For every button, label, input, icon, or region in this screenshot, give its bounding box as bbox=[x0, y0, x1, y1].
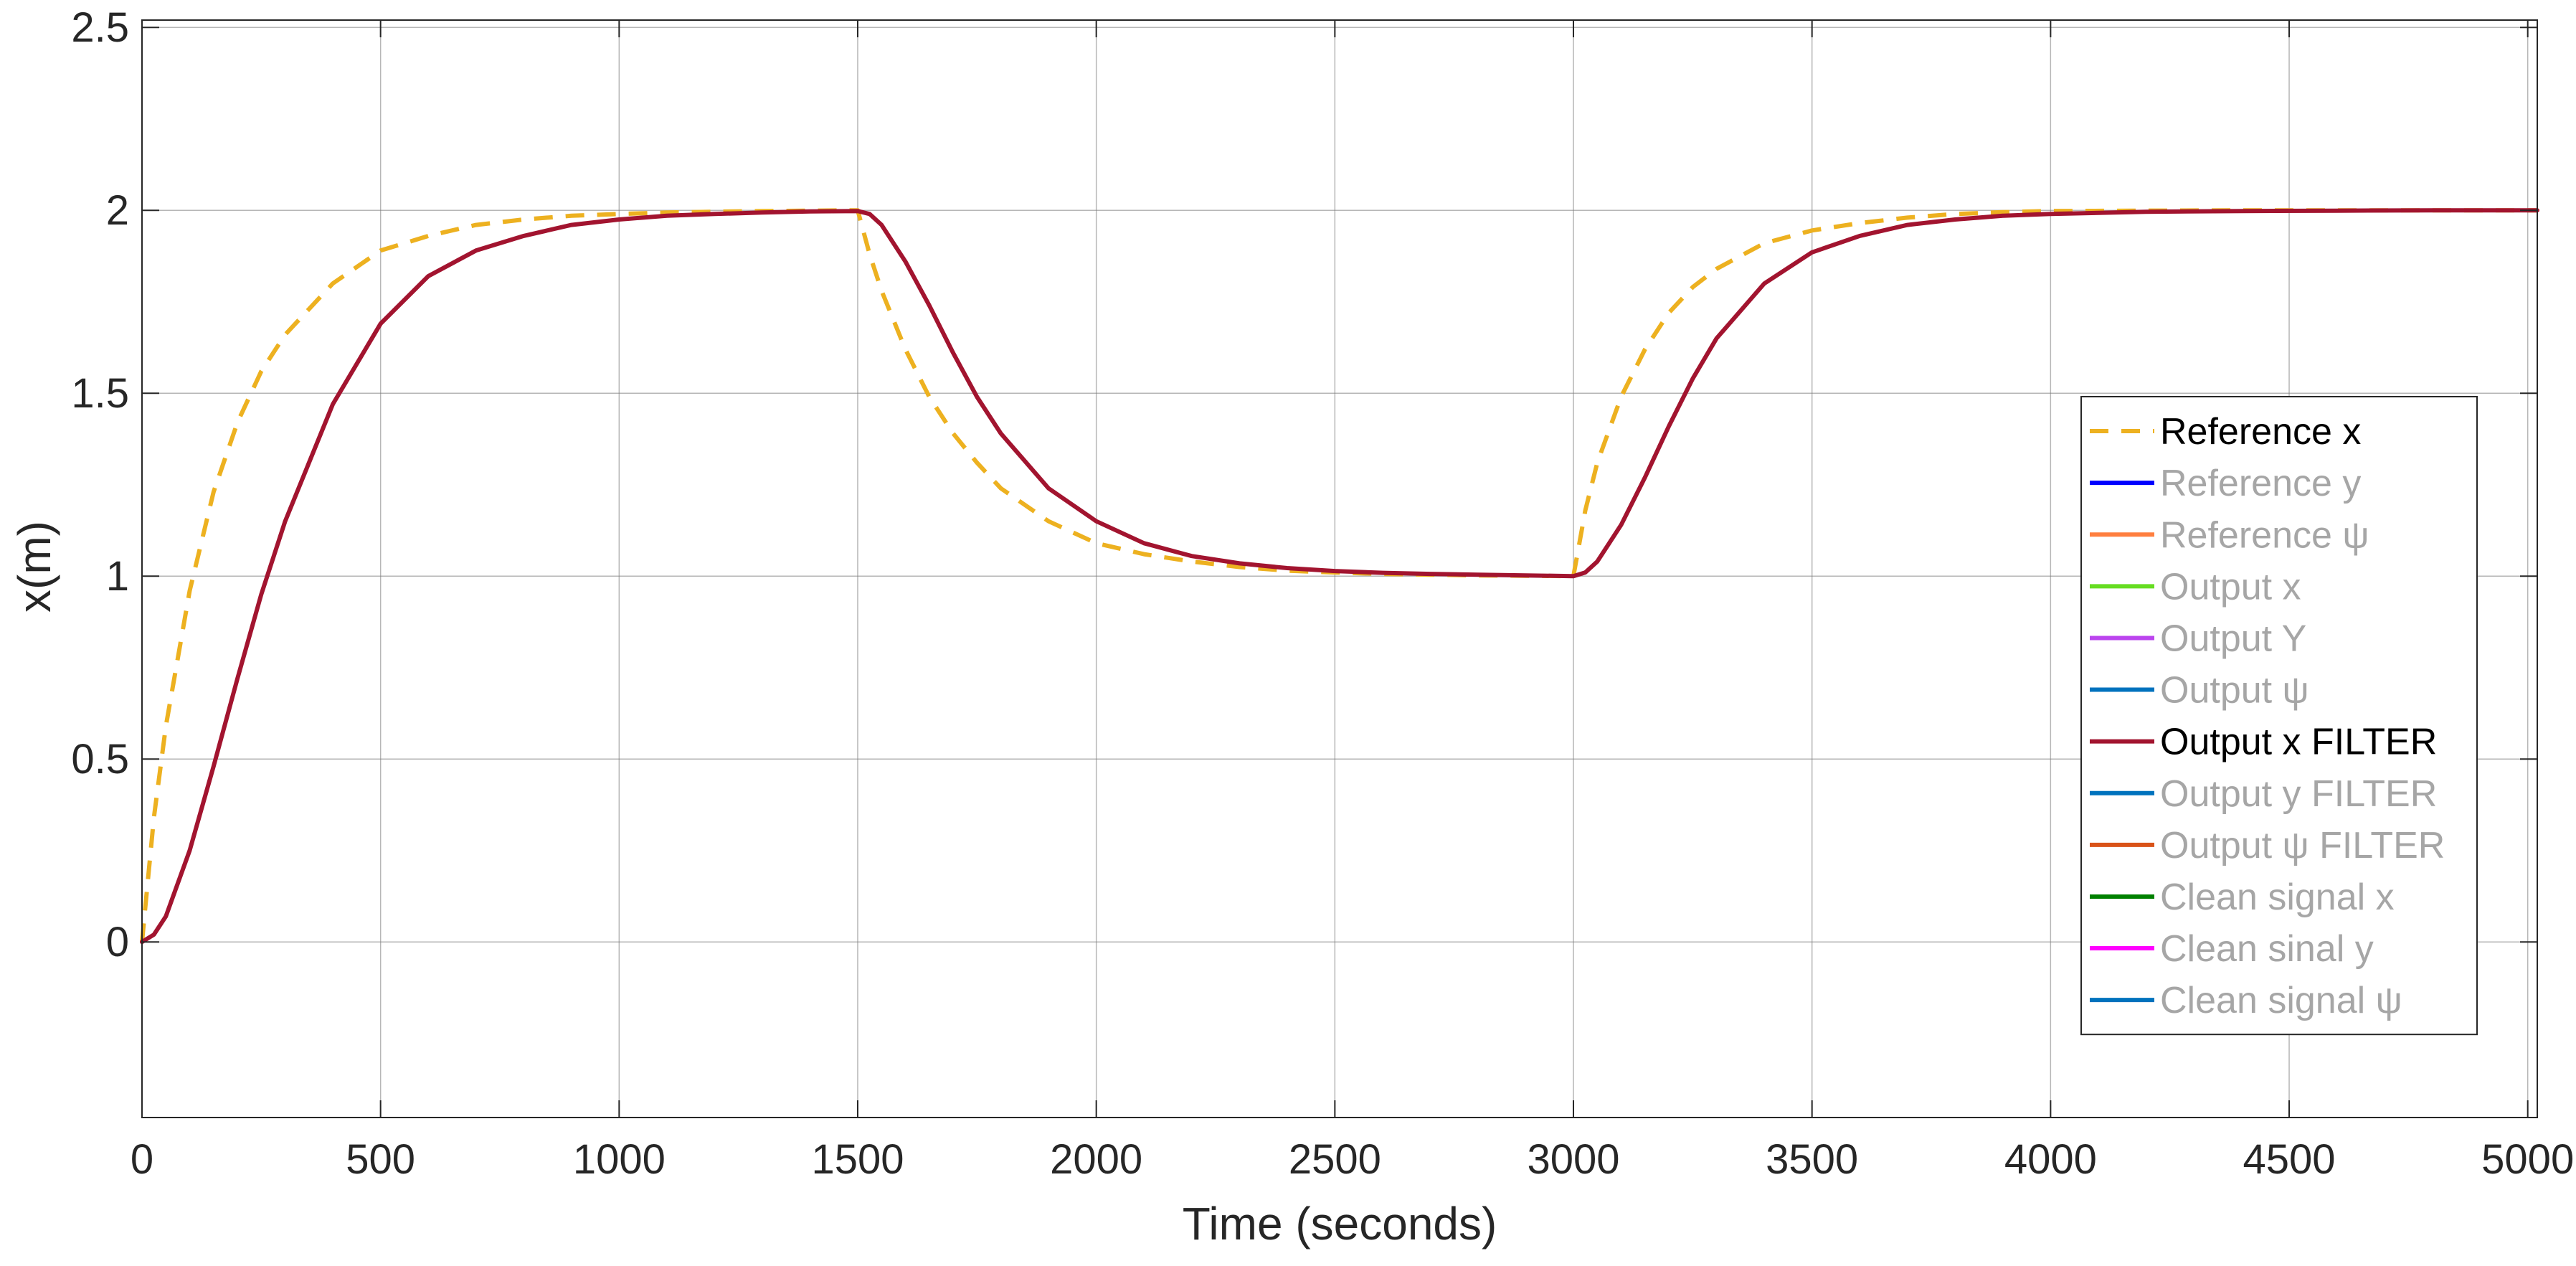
legend-entry-label: Clean sinal y bbox=[2160, 928, 2374, 970]
x-tick-label: 1000 bbox=[573, 1136, 666, 1183]
legend-entry-label: Output x bbox=[2160, 566, 2301, 608]
legend-entry-label: Output ψ FILTER bbox=[2160, 825, 2445, 866]
tick-marks bbox=[141, 20, 2537, 1118]
x-tick-label: 2000 bbox=[1050, 1136, 1142, 1183]
x-tick-label: 3000 bbox=[1528, 1136, 1620, 1183]
x-tick-label: 5000 bbox=[2481, 1136, 2574, 1183]
x-tick-label: 4500 bbox=[2243, 1136, 2336, 1183]
x-axis-label: Time (seconds) bbox=[1183, 1198, 1497, 1250]
y-tick-label: 2 bbox=[106, 187, 129, 234]
legend-entry-label: Output Y bbox=[2160, 618, 2306, 659]
y-tick-label: 1.5 bbox=[71, 370, 129, 417]
x-tick-label: 4000 bbox=[2004, 1136, 2097, 1183]
x-tick-label: 2500 bbox=[1289, 1136, 1381, 1183]
x-tick-label: 1500 bbox=[811, 1136, 904, 1183]
legend-entry-label: Output x FILTER bbox=[2160, 722, 2437, 763]
y-tick-label: 2.5 bbox=[71, 4, 129, 51]
y-tick-labels: 0 0.5 1 1.5 2 2.5 bbox=[71, 4, 129, 965]
x-tick-label: 0 bbox=[131, 1136, 153, 1183]
legend-entry-label: Reference y bbox=[2160, 463, 2361, 504]
series-layer bbox=[140, 208, 2539, 945]
x-tick-label: 3500 bbox=[1766, 1136, 1858, 1183]
x-tick-labels: 0 500 1000 1500 2000 2500 3000 3500 4000 4500 5000 bbox=[131, 1136, 2574, 1183]
legend-entry-label: Reference x bbox=[2160, 411, 2361, 453]
y-tick-label: 0.5 bbox=[71, 736, 129, 783]
series-line-output-x-filter bbox=[140, 208, 2539, 945]
legend: Reference x Reference y Reference ψ Output … bbox=[2080, 396, 2478, 1036]
legend-entry-label: Clean signal x bbox=[2160, 877, 2395, 918]
legend-entry-label: Output y FILTER bbox=[2160, 773, 2437, 815]
legend-entry-label: Output ψ bbox=[2160, 670, 2309, 712]
y-axis-label: x(m) bbox=[9, 521, 60, 613]
legend-entry-label: Reference ψ bbox=[2160, 514, 2369, 556]
y-tick-label: 0 bbox=[106, 919, 129, 965]
series-line-reference-x bbox=[140, 208, 2537, 943]
y-tick-label: 1 bbox=[106, 553, 129, 600]
plot-frame bbox=[141, 19, 2538, 1118]
x-tick-label: 500 bbox=[346, 1136, 415, 1183]
legend-entry-label: Clean signal ψ bbox=[2160, 980, 2402, 1021]
legend-box bbox=[2080, 396, 2478, 1036]
